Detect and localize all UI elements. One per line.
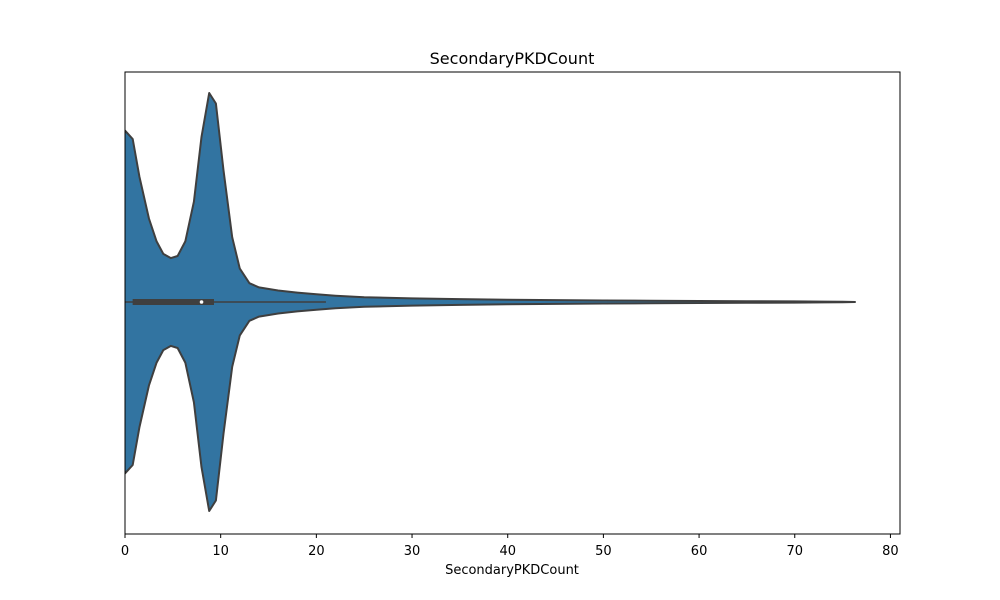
x-tick-label: 20 [308,544,325,559]
x-tick-label: 10 [212,544,229,559]
median-point [199,300,204,304]
x-axis-label: SecondaryPKDCount [445,563,579,578]
x-tick-label: 70 [786,544,803,559]
x-tick-label: 30 [404,544,421,559]
x-tick-label: 50 [595,544,612,559]
x-axis: 0 10 20 30 40 50 60 70 80 [121,534,899,559]
plot-area [125,92,856,512]
axes-frame [124,71,901,535]
chart-title: SecondaryPKDCount [430,49,595,68]
x-tick-label: 0 [121,544,129,559]
violin-body [125,92,856,512]
x-tick-label: 80 [882,544,899,559]
x-tick-label: 40 [499,544,516,559]
iqr-box [132,299,214,305]
x-tick-label: 60 [691,544,708,559]
